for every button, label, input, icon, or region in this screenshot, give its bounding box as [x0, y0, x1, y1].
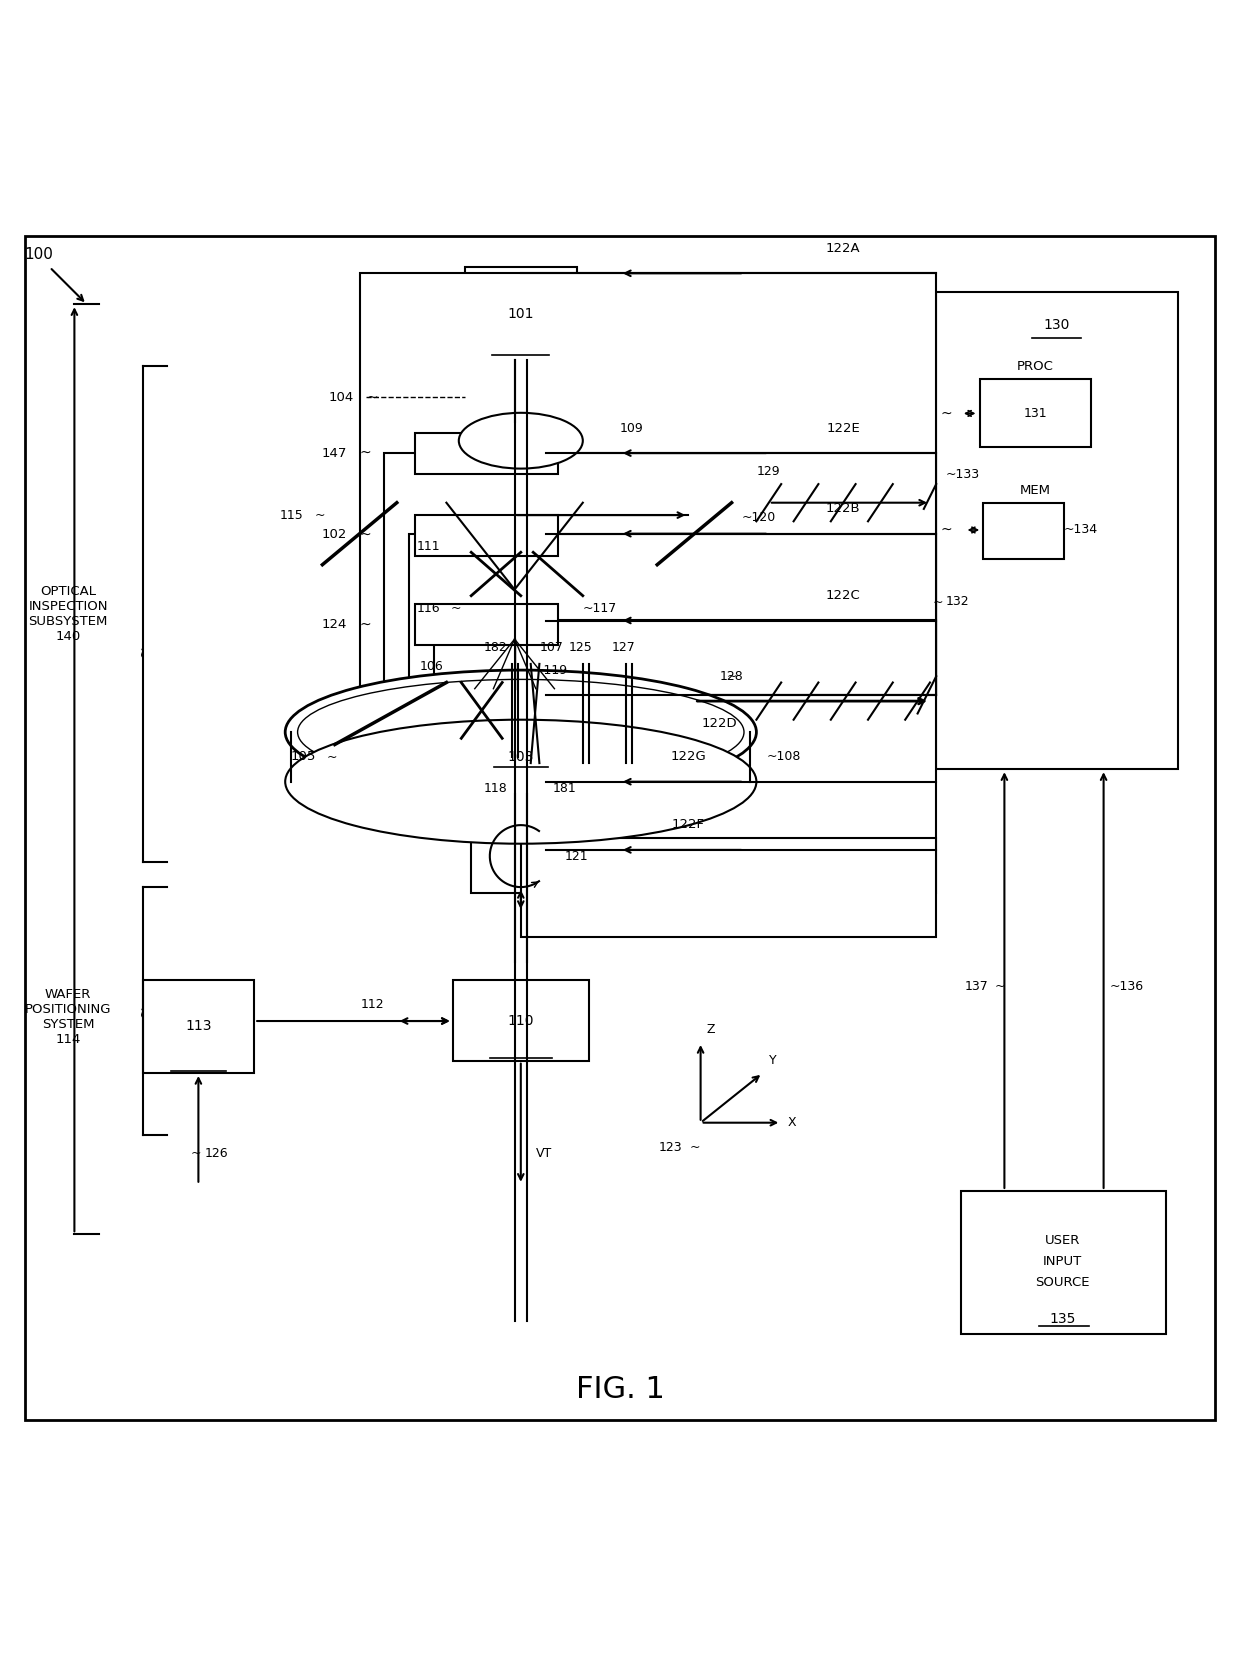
- Text: 147: 147: [322, 447, 347, 459]
- Bar: [471, 695, 936, 893]
- Text: 105: 105: [291, 750, 316, 764]
- Text: 122A: 122A: [826, 241, 861, 255]
- Text: 115: 115: [280, 509, 304, 521]
- Text: 129: 129: [756, 466, 781, 477]
- Text: ~: ~: [994, 980, 1004, 993]
- Text: ~117: ~117: [583, 601, 618, 615]
- Bar: [360, 273, 936, 695]
- Text: 113: 113: [185, 1018, 212, 1033]
- Ellipse shape: [298, 680, 744, 786]
- Text: VT: VT: [536, 1147, 552, 1161]
- Text: ~: ~: [727, 670, 737, 682]
- Text: 101: 101: [507, 307, 534, 322]
- Text: 122F: 122F: [672, 819, 704, 831]
- Bar: [143, 980, 254, 1074]
- Text: 135: 135: [1049, 1312, 1076, 1325]
- Text: FIG. 1: FIG. 1: [575, 1375, 665, 1404]
- Text: WAFER
POSITIONING
SYSTEM
114: WAFER POSITIONING SYSTEM 114: [25, 988, 112, 1047]
- Ellipse shape: [459, 412, 583, 469]
- Text: ~: ~: [366, 390, 378, 404]
- Bar: [434, 620, 936, 695]
- Bar: [415, 516, 558, 556]
- Text: ~: ~: [932, 595, 942, 608]
- Bar: [980, 379, 1091, 447]
- Text: 109: 109: [620, 422, 644, 436]
- Text: 132: 132: [946, 595, 970, 608]
- Bar: [409, 534, 936, 695]
- Text: INPUT: INPUT: [1043, 1255, 1083, 1268]
- Text: 122D: 122D: [702, 717, 737, 730]
- Bar: [465, 266, 577, 360]
- Bar: [415, 434, 558, 474]
- Text: 127: 127: [611, 642, 636, 653]
- Text: 106: 106: [420, 660, 444, 673]
- Text: 130: 130: [1043, 318, 1070, 332]
- Text: 104: 104: [329, 390, 353, 404]
- Text: ~133: ~133: [946, 467, 981, 481]
- Bar: [453, 980, 589, 1060]
- Text: ~108: ~108: [766, 750, 801, 764]
- Text: USER: USER: [1045, 1234, 1080, 1246]
- Text: 124: 124: [322, 618, 347, 631]
- Text: ~119: ~119: [533, 663, 568, 677]
- Text: 112: 112: [361, 998, 384, 1012]
- Text: 126: 126: [205, 1147, 228, 1161]
- Text: 118: 118: [484, 782, 508, 794]
- Text: 137: 137: [965, 980, 988, 993]
- Text: ~: ~: [360, 446, 372, 461]
- Bar: [983, 502, 1064, 558]
- Text: 181: 181: [552, 782, 577, 794]
- Text: Y: Y: [769, 1054, 776, 1067]
- Bar: [961, 1191, 1166, 1333]
- Text: ~: ~: [360, 528, 372, 543]
- Text: X: X: [787, 1116, 796, 1129]
- Bar: [936, 291, 1178, 769]
- Text: 107: 107: [539, 642, 563, 653]
- Text: 123: 123: [658, 1141, 682, 1154]
- Text: ~: ~: [451, 601, 461, 615]
- Text: 110: 110: [507, 1013, 534, 1028]
- Text: SOURCE: SOURCE: [1035, 1276, 1090, 1290]
- Text: ~: ~: [360, 616, 372, 631]
- Text: ~: ~: [689, 1141, 699, 1154]
- Text: 182: 182: [484, 642, 508, 653]
- Bar: [521, 838, 936, 936]
- Text: MEM: MEM: [1019, 484, 1050, 497]
- Text: 131: 131: [1023, 407, 1048, 420]
- Text: ~: ~: [191, 1147, 201, 1161]
- Text: Z: Z: [707, 1023, 715, 1035]
- Text: OPTICAL
INSPECTION
SUBSYSTEM
140: OPTICAL INSPECTION SUBSYSTEM 140: [29, 585, 108, 643]
- Ellipse shape: [285, 720, 756, 844]
- Text: ~: ~: [940, 407, 952, 420]
- Text: 125: 125: [568, 642, 593, 653]
- Text: PROC: PROC: [1017, 360, 1054, 374]
- Text: 116: 116: [417, 601, 440, 615]
- Text: ~136: ~136: [1110, 980, 1145, 993]
- Text: 103: 103: [507, 750, 534, 764]
- Text: ~: ~: [135, 645, 150, 657]
- Text: ~: ~: [327, 750, 337, 764]
- Text: 122G: 122G: [671, 750, 706, 764]
- Text: 100: 100: [25, 248, 53, 263]
- Text: 122C: 122C: [826, 590, 861, 601]
- Text: 111: 111: [417, 539, 440, 553]
- Text: ~: ~: [315, 509, 325, 521]
- Ellipse shape: [285, 670, 756, 794]
- Text: ~120: ~120: [742, 511, 776, 524]
- Text: 122E: 122E: [826, 422, 861, 434]
- Text: ~134: ~134: [1064, 524, 1099, 536]
- Bar: [415, 605, 558, 645]
- Text: 121: 121: [564, 849, 588, 863]
- Bar: [384, 454, 936, 695]
- Text: 122B: 122B: [826, 502, 861, 516]
- Text: 102: 102: [322, 528, 347, 541]
- Text: ~: ~: [135, 1005, 150, 1017]
- Text: ~: ~: [940, 523, 952, 538]
- Text: 128: 128: [719, 670, 743, 682]
